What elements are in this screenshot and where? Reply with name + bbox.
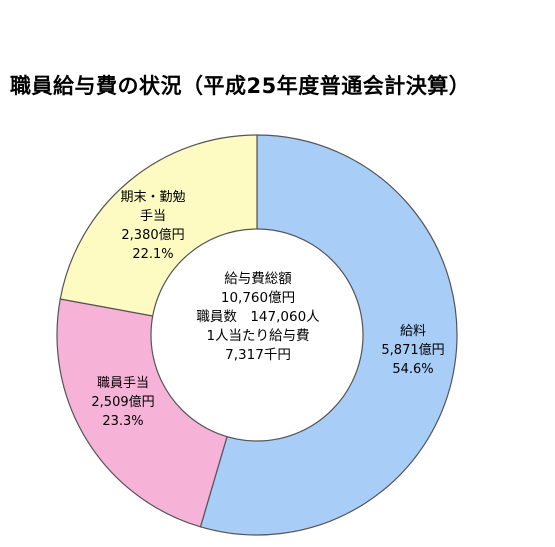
per-person-value: 7,317千円	[225, 347, 291, 363]
label-bonus-percent: 22.1%	[132, 247, 174, 262]
chart-title: 職員給与費の状況（平成25年度普通会計決算）	[10, 74, 471, 98]
per-person-label: 1人当たり給与費	[206, 328, 310, 344]
label-bonus-name-line2: 手当	[139, 209, 166, 224]
total-value: 10,760億円	[220, 290, 296, 306]
label-allowance: 職員手当 2,509億円 23.3%	[78, 374, 168, 431]
label-allowance-percent: 23.3%	[102, 414, 144, 429]
center-summary: 給与費総額 10,760億円 職員数 147,060人 1人当たり給与費 7,3…	[168, 270, 348, 365]
label-salary-value: 5,871億円	[381, 343, 445, 358]
label-salary-percent: 54.6%	[392, 362, 434, 377]
label-bonus: 期末・勤勉 手当 2,380億円 22.1%	[108, 188, 198, 264]
label-allowance-name: 職員手当	[96, 376, 149, 391]
label-salary: 給料 5,871億円 54.6%	[378, 322, 448, 379]
label-allowance-value: 2,509億円	[91, 395, 155, 410]
staff-count: 職員数 147,060人	[196, 309, 320, 325]
label-salary-name: 給料	[399, 324, 426, 339]
label-bonus-value: 2,380億円	[121, 228, 185, 243]
donut-hole	[150, 228, 364, 442]
label-bonus-name-line1: 期末・勤勉	[120, 190, 186, 205]
total-label: 給与費総額	[224, 271, 292, 287]
